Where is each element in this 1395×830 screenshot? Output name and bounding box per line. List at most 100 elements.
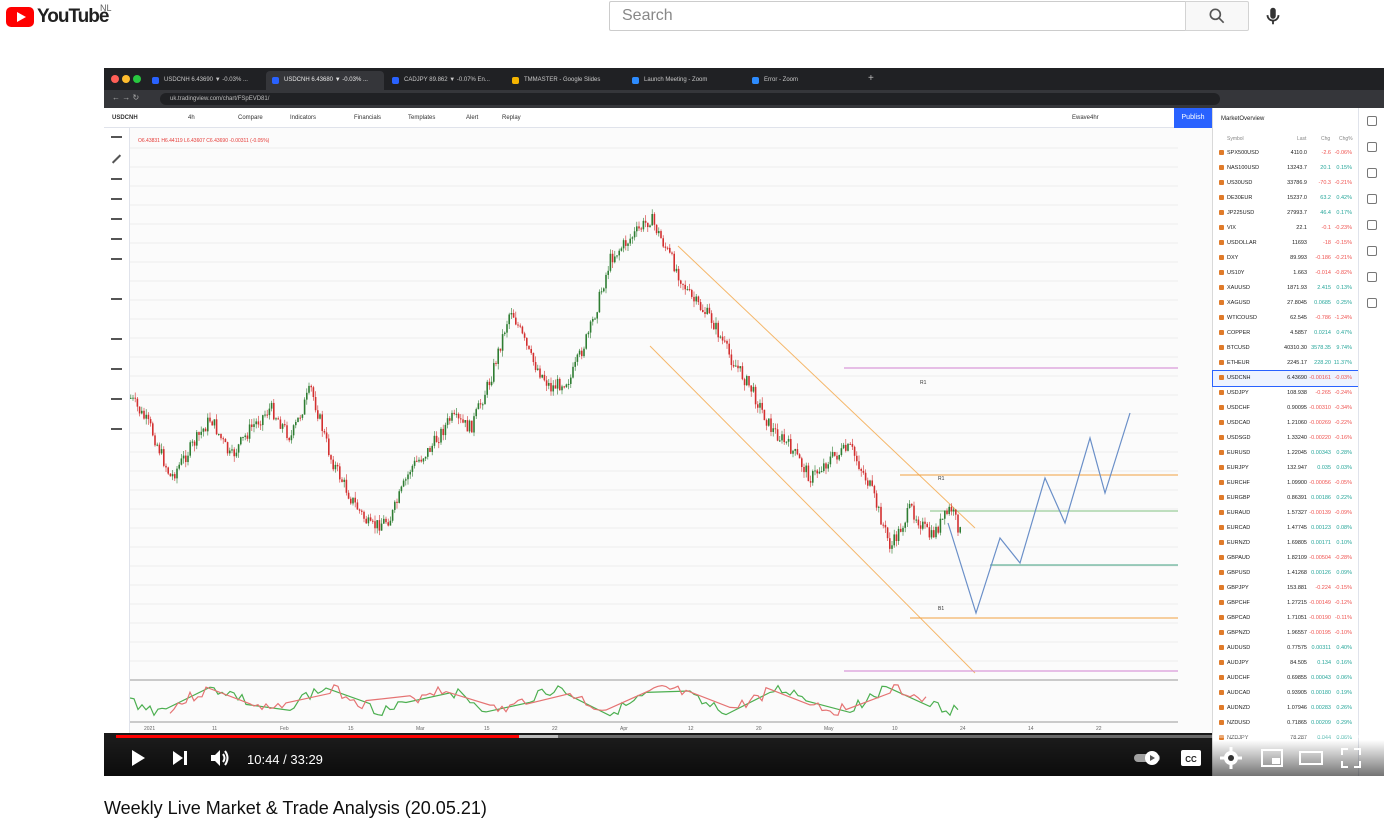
candle-body: [517, 324, 519, 326]
market-row: US30USD 33786.9 -70.3 -0.21%: [1213, 176, 1359, 191]
candle-body: [471, 420, 473, 433]
toolbar-alert: Alert: [466, 115, 479, 121]
candle-body: [257, 421, 260, 425]
search-input[interactable]: [609, 1, 1185, 31]
row-symbol: AUDCAD: [1227, 690, 1251, 696]
candle-body: [633, 231, 636, 238]
candle-body: [405, 479, 407, 481]
row-symbol: ETHEUR: [1227, 360, 1250, 366]
candle-body: [178, 464, 180, 469]
settings-gear-icon[interactable]: [1220, 747, 1242, 769]
candle-body: [244, 435, 246, 437]
candle-body: [842, 444, 845, 449]
annotation-label: B1: [938, 606, 944, 612]
candle-body: [906, 508, 909, 523]
browser-tab: Launch Meeting - Zoom: [626, 71, 744, 90]
candle-body: [622, 240, 625, 249]
candle-body: [867, 480, 869, 486]
row-last: 62.545: [1290, 315, 1307, 321]
eye-icon: [111, 398, 122, 400]
ideas-icon: [1367, 246, 1377, 256]
candle-body: [156, 444, 158, 446]
candle-body: [301, 414, 304, 418]
miniplayer-icon[interactable]: [1260, 748, 1284, 768]
candle-body: [317, 410, 319, 419]
candle-body: [277, 418, 279, 420]
candle-body: [189, 442, 191, 456]
player-controls: 10:44 / 33:29 CC: [104, 740, 1384, 776]
candle-body: [697, 296, 700, 303]
search-button[interactable]: [1185, 1, 1249, 31]
candle-body: [523, 333, 526, 338]
row-change: 0.00171: [1311, 540, 1331, 546]
candle-body: [838, 455, 840, 460]
candle-body: [946, 510, 948, 514]
row-change: 0.035: [1317, 465, 1331, 471]
candle-body: [600, 291, 603, 293]
row-change-pct: 0.19%: [1336, 690, 1352, 696]
theater-mode-icon[interactable]: [1298, 748, 1324, 768]
market-row: NAS100USD 13243.7 20.1 0.15%: [1213, 161, 1359, 176]
row-change: 0.00180: [1311, 690, 1331, 696]
symbol-flag-icon: [1219, 225, 1224, 230]
symbol-flag-icon: [1219, 210, 1224, 215]
candle-body: [279, 419, 282, 429]
row-last: 0.77575: [1287, 645, 1307, 651]
volume-icon[interactable]: [208, 746, 232, 770]
channel-line-upper: [677, 245, 976, 529]
captions-icon[interactable]: CC: [1180, 748, 1202, 768]
youtube-logo[interactable]: YouTube: [6, 5, 116, 29]
candle-body: [561, 386, 563, 391]
candle-body: [145, 414, 147, 419]
row-change: -0.00195: [1309, 630, 1331, 636]
candle-body: [785, 441, 788, 443]
row-last: 1871.93: [1287, 285, 1307, 291]
candle-body: [904, 522, 906, 528]
row-change-pct: 0.10%: [1336, 540, 1352, 546]
market-row: GBPJPY 153.881 -0.224 -0.15%: [1213, 581, 1359, 596]
candle-body: [686, 289, 689, 291]
microphone-icon[interactable]: [1262, 4, 1284, 28]
x-axis-label: 22: [552, 726, 558, 732]
candle-body: [141, 410, 143, 414]
video-player[interactable]: USDCNH 6.43690 ▼ -0.03% ... USDCNH 6.436…: [104, 68, 1384, 776]
candle-body: [477, 403, 480, 410]
magnet-icon: [111, 338, 122, 340]
symbol-flag-icon: [1219, 465, 1224, 470]
row-change: 228.20: [1314, 360, 1331, 366]
hotlist-icon: [1367, 194, 1377, 204]
row-change-pct: -0.21%: [1334, 180, 1352, 186]
candle-body: [869, 480, 871, 486]
candle-body: [255, 421, 257, 425]
candle-body: [728, 343, 730, 355]
symbol-flag-icon: [1219, 390, 1224, 395]
row-change: -0.1: [1321, 225, 1331, 231]
play-icon[interactable]: [128, 748, 148, 768]
symbol-flag-icon: [1219, 690, 1224, 695]
row-change-pct: -0.03%: [1334, 375, 1352, 381]
candle-body: [726, 340, 728, 344]
market-row: AUDCHF 0.69855 0.00043 0.06%: [1213, 671, 1359, 686]
next-icon[interactable]: [170, 748, 190, 768]
row-last: 1.71051: [1287, 615, 1307, 621]
market-row: WTICOUSD 62.545 -0.786 -1.24%: [1213, 311, 1359, 326]
candle-body: [394, 501, 396, 510]
fullscreen-icon[interactable]: [1340, 747, 1362, 769]
candle-body: [860, 469, 862, 471]
candle-body: [581, 350, 583, 357]
candle-body: [609, 253, 612, 271]
candle-body: [647, 222, 649, 228]
candle-body: [693, 296, 695, 302]
row-symbol: GBPCAD: [1227, 615, 1251, 621]
market-row: AUDJPY 84.505 0.134 0.16%: [1213, 656, 1359, 671]
candle-body: [413, 460, 416, 466]
candle-body: [286, 425, 288, 439]
autoplay-toggle[interactable]: [1134, 750, 1164, 766]
candle-body: [794, 449, 796, 451]
row-change-pct: 9.74%: [1336, 345, 1352, 351]
row-change: 0.00126: [1311, 570, 1331, 576]
progress-bar[interactable]: [116, 735, 1372, 738]
candle-body: [825, 463, 827, 469]
row-symbol: BTCUSD: [1227, 345, 1250, 351]
candle-body: [253, 424, 255, 427]
